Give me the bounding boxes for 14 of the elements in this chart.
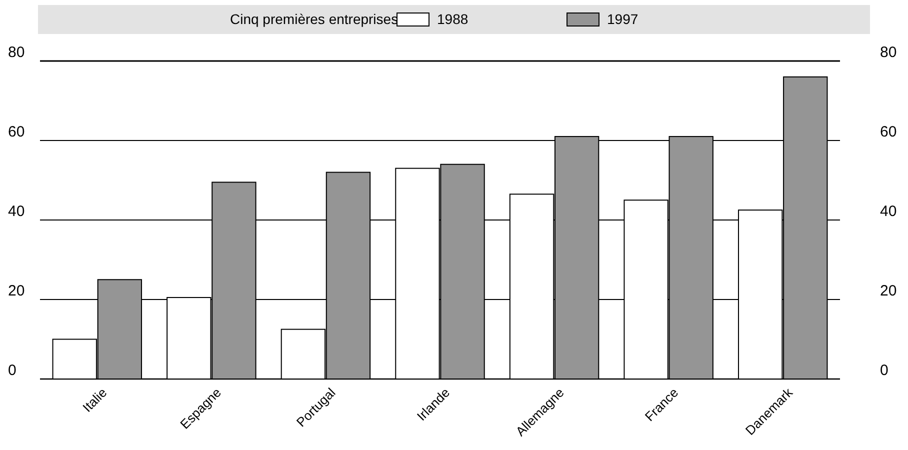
y-tick-label: 20	[8, 282, 25, 300]
x-tick-label: Italie	[80, 384, 110, 415]
y-tick-label: 0	[8, 362, 16, 379]
y2-tick-label: 0	[880, 362, 888, 379]
y-tick-label: 40	[8, 203, 25, 220]
y-tick-label: 60	[8, 124, 25, 140]
legend-title: Cinq premières entreprises	[230, 11, 398, 27]
legend-label: 1988	[437, 11, 468, 27]
legend-label: 1997	[607, 11, 638, 27]
y2-tick-label: 80	[880, 44, 897, 61]
y2-tick-label: 20	[880, 282, 897, 300]
y-tick-label: 80	[8, 44, 25, 61]
y2-tick-label: 40	[880, 203, 897, 220]
y2-tick-label: 60	[880, 124, 897, 140]
